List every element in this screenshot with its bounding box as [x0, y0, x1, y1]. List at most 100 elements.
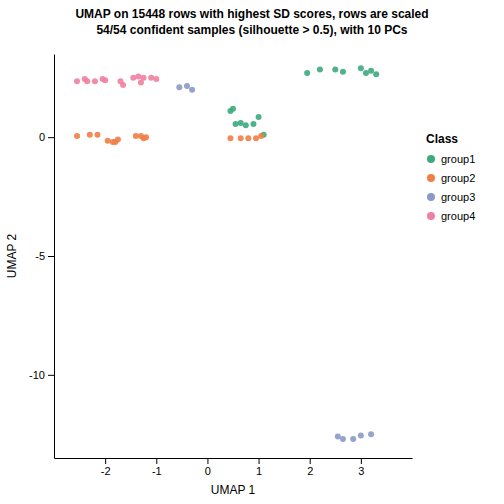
chart: UMAP on 15448 rows with highest SD score…: [0, 0, 504, 504]
tick-mark: [105, 458, 106, 464]
tick-label: -2: [101, 465, 111, 477]
axis-line: [54, 55, 55, 459]
point: [245, 135, 251, 141]
point: [243, 122, 249, 128]
tick-mark: [48, 375, 54, 376]
point: [340, 436, 346, 442]
point: [148, 75, 154, 81]
point: [230, 106, 236, 112]
x-axis: -2 -1 0 1 2 3: [55, 458, 413, 477]
tick-label: -10: [29, 369, 45, 381]
tick-label: 1: [256, 465, 262, 477]
point: [317, 66, 323, 72]
point: [227, 135, 233, 141]
tick-label: -5: [35, 250, 45, 262]
legend-entry: group3: [427, 191, 475, 203]
legend-marker: [427, 174, 435, 182]
point: [358, 65, 364, 71]
tick-mark: [310, 458, 311, 464]
point: [87, 132, 93, 138]
point: [115, 137, 121, 143]
legend-entry: group2: [427, 172, 475, 184]
axis-line: [55, 458, 413, 459]
point: [120, 82, 126, 88]
point: [141, 75, 147, 81]
point: [233, 121, 239, 127]
point: [332, 66, 338, 72]
tick-mark: [48, 137, 54, 138]
point: [350, 436, 356, 442]
point: [373, 71, 379, 77]
tick: 2: [307, 458, 313, 477]
point: [184, 83, 190, 89]
legend-label: group2: [441, 172, 475, 184]
tick-label: -1: [152, 465, 162, 477]
point: [189, 87, 195, 93]
point: [133, 133, 139, 139]
series: [74, 132, 264, 145]
point: [84, 78, 90, 84]
series: [227, 65, 379, 138]
tick-mark: [48, 256, 54, 257]
point: [238, 135, 244, 141]
point: [363, 70, 369, 76]
subtitle: 54/54 confident samples (silhouette > 0.…: [96, 23, 407, 37]
point: [143, 134, 149, 140]
y-axis-title: UMAP 2: [5, 233, 19, 278]
legend-entry: group1: [427, 153, 475, 165]
series: [176, 83, 374, 442]
legend-label: group4: [441, 210, 475, 222]
legend-label: group1: [441, 153, 475, 165]
marks: [74, 65, 379, 442]
tick: 1: [256, 458, 262, 477]
legend-label: group3: [441, 191, 475, 203]
tick: -5: [35, 250, 54, 262]
point: [74, 78, 80, 84]
tick-mark: [156, 458, 157, 464]
plot: -2-101230-5-10UMAP 1UMAP 2: [5, 55, 413, 498]
tick: 0: [205, 458, 211, 477]
tick: -2: [101, 458, 111, 477]
tick-mark: [361, 458, 362, 464]
tick-label: 0: [39, 131, 45, 143]
series: [74, 74, 159, 88]
point: [74, 133, 80, 139]
point: [102, 77, 108, 83]
point: [250, 121, 256, 127]
point: [368, 68, 374, 74]
point: [335, 434, 341, 440]
point: [238, 120, 244, 126]
point: [176, 84, 182, 90]
point: [358, 432, 364, 438]
point: [258, 133, 264, 139]
legend: Class group1 group2 group3 group4: [426, 132, 475, 222]
point: [105, 138, 111, 144]
point: [340, 69, 346, 75]
y-axis: 0 -5 -10: [29, 55, 54, 459]
tick-mark: [259, 458, 260, 464]
point: [304, 70, 310, 76]
legend-marker: [427, 212, 435, 220]
tick: -10: [29, 369, 54, 381]
tick-mark: [207, 458, 208, 464]
point: [368, 431, 374, 437]
legend-marker: [427, 193, 435, 201]
legend-marker: [427, 155, 435, 163]
tick: 3: [358, 458, 364, 477]
point: [130, 75, 136, 81]
point: [92, 78, 98, 84]
tick-label: 3: [358, 465, 364, 477]
legend-entry: group4: [427, 210, 475, 222]
tick: 0: [39, 131, 54, 143]
x-axis-title: UMAP 1: [211, 483, 256, 497]
legend-title: Class: [426, 132, 458, 146]
point: [153, 76, 159, 82]
tick-label: 2: [307, 465, 313, 477]
point: [94, 132, 100, 138]
point: [135, 74, 141, 80]
tick-label: 0: [205, 465, 211, 477]
point: [256, 114, 262, 120]
tick: -1: [152, 458, 162, 477]
point: [253, 135, 259, 141]
title: UMAP on 15448 rows with highest SD score…: [75, 7, 428, 21]
